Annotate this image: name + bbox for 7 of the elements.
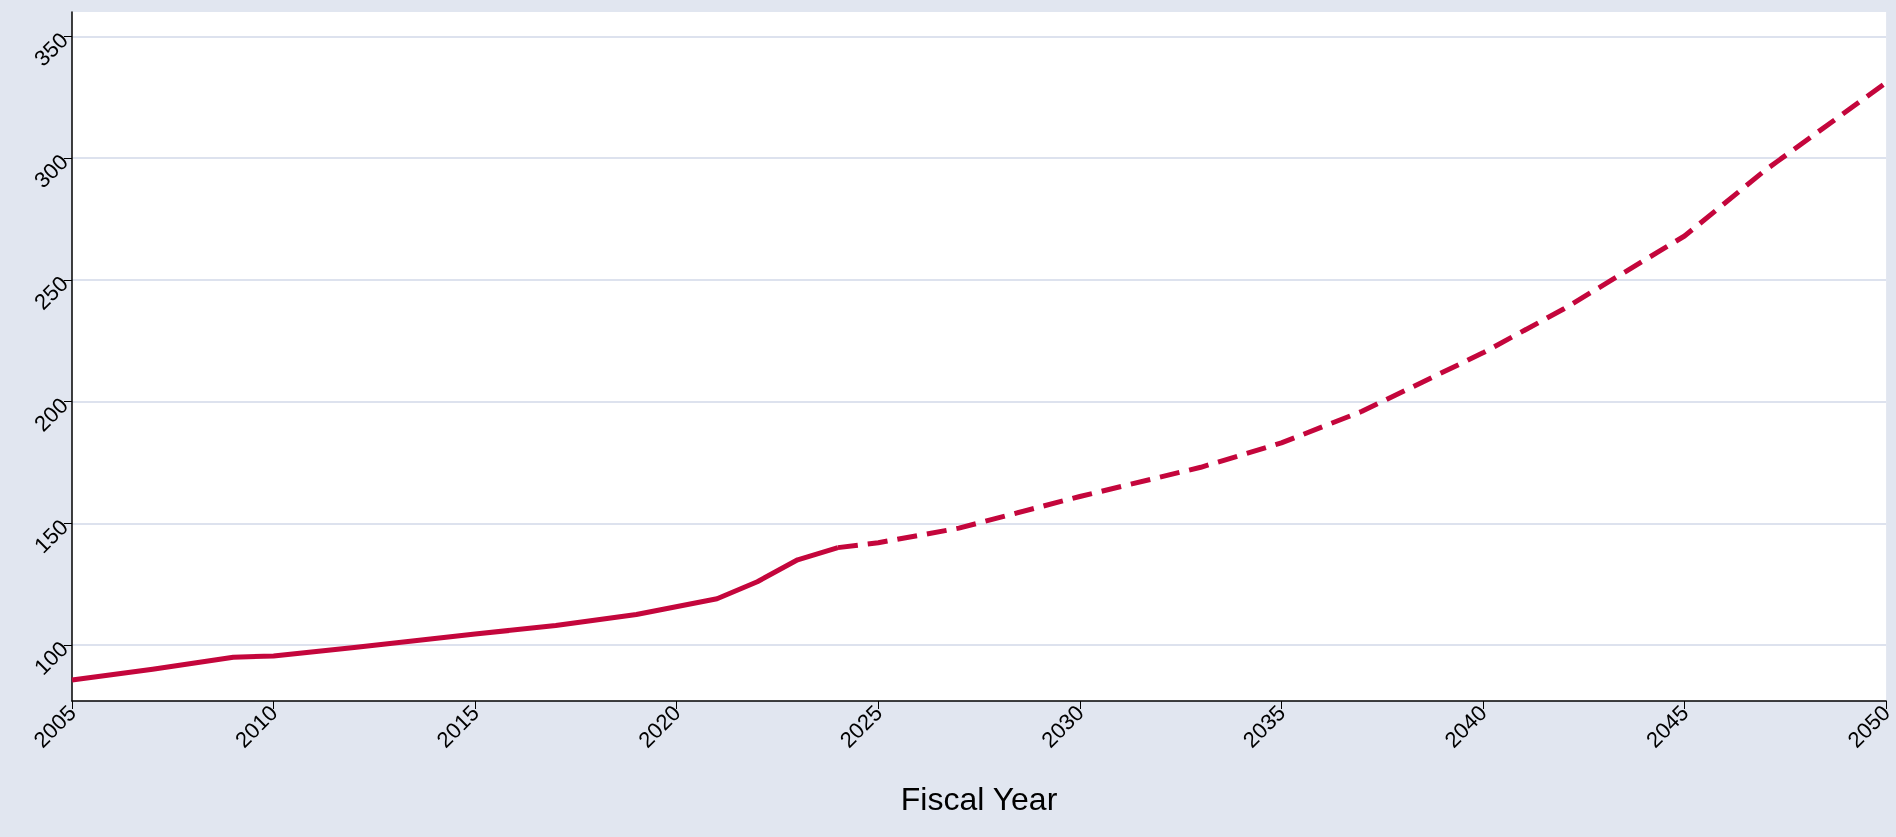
y-tick-label: 300: [29, 149, 73, 193]
y-tick-label: 250: [29, 270, 73, 315]
y-tick-label: 150: [29, 514, 73, 559]
y-tick-label: 350: [29, 27, 73, 72]
y-tick-label: 100: [29, 636, 73, 680]
y-tick-label: 200: [29, 392, 73, 437]
x-axis-title: Fiscal Year: [900, 781, 1058, 817]
